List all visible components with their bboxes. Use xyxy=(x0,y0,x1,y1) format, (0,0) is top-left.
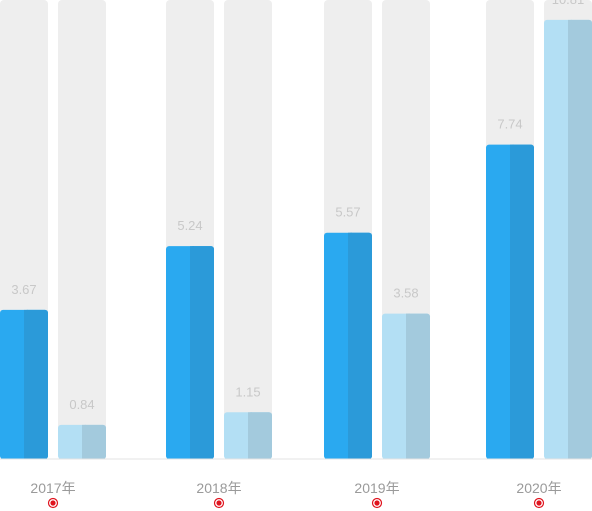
bar-shade xyxy=(248,412,272,459)
category-label: 2019年 xyxy=(354,480,399,496)
category-markers xyxy=(47,497,545,509)
category-label: 2017年 xyxy=(30,480,75,496)
marker-dot xyxy=(533,497,545,509)
category-label: 2018年 xyxy=(196,480,241,496)
bars xyxy=(0,19,592,460)
bar-shade-join xyxy=(568,19,572,460)
bar-shade xyxy=(190,246,214,459)
bar-2019年-s0 xyxy=(324,232,372,459)
bar-shade xyxy=(348,232,372,459)
marker-dot xyxy=(47,497,59,509)
bar-shade xyxy=(24,309,48,459)
marker-dot xyxy=(213,497,225,509)
bar-shade xyxy=(406,313,430,459)
value-label: 3.67 xyxy=(11,282,36,297)
bar-shade-join xyxy=(348,232,352,459)
value-labels: 3.67 0.84 5.24 1.15 5.57 3.58 7.74 10.81 xyxy=(11,0,584,412)
bar-track xyxy=(224,0,272,459)
category-labels: 2017年 2018年 2019年 2020年 xyxy=(30,480,561,496)
bar-2019年-s1 xyxy=(382,313,430,459)
bar-shade-join xyxy=(510,144,514,459)
value-label: 5.24 xyxy=(177,218,202,233)
bar-2020年-s0 xyxy=(486,144,534,459)
bar-shade-join xyxy=(406,313,410,459)
bar-shade-join xyxy=(24,309,28,459)
bar-2018年-s1 xyxy=(224,412,272,459)
bar-2017年-s0 xyxy=(0,309,48,459)
bar-2020年-s1 xyxy=(544,19,592,460)
bar-shade xyxy=(510,144,534,459)
bar-shade xyxy=(82,424,106,459)
marker-dot xyxy=(371,497,383,509)
value-label: 1.15 xyxy=(235,384,260,399)
bar-shade-join xyxy=(248,412,252,459)
value-label: 0.84 xyxy=(69,397,94,412)
bar-shade-join xyxy=(190,246,194,459)
bar-2018年-s0 xyxy=(166,246,214,459)
category-label: 2020年 xyxy=(516,480,561,496)
bar-shade-join xyxy=(82,424,86,459)
value-label: 7.74 xyxy=(497,117,522,132)
bar-2017年-s1 xyxy=(58,424,106,459)
bar-shade xyxy=(568,19,592,460)
bar-track xyxy=(58,0,106,459)
value-label: 10.81 xyxy=(552,0,585,7)
value-label: 5.57 xyxy=(335,205,360,220)
value-label: 3.58 xyxy=(393,286,418,301)
